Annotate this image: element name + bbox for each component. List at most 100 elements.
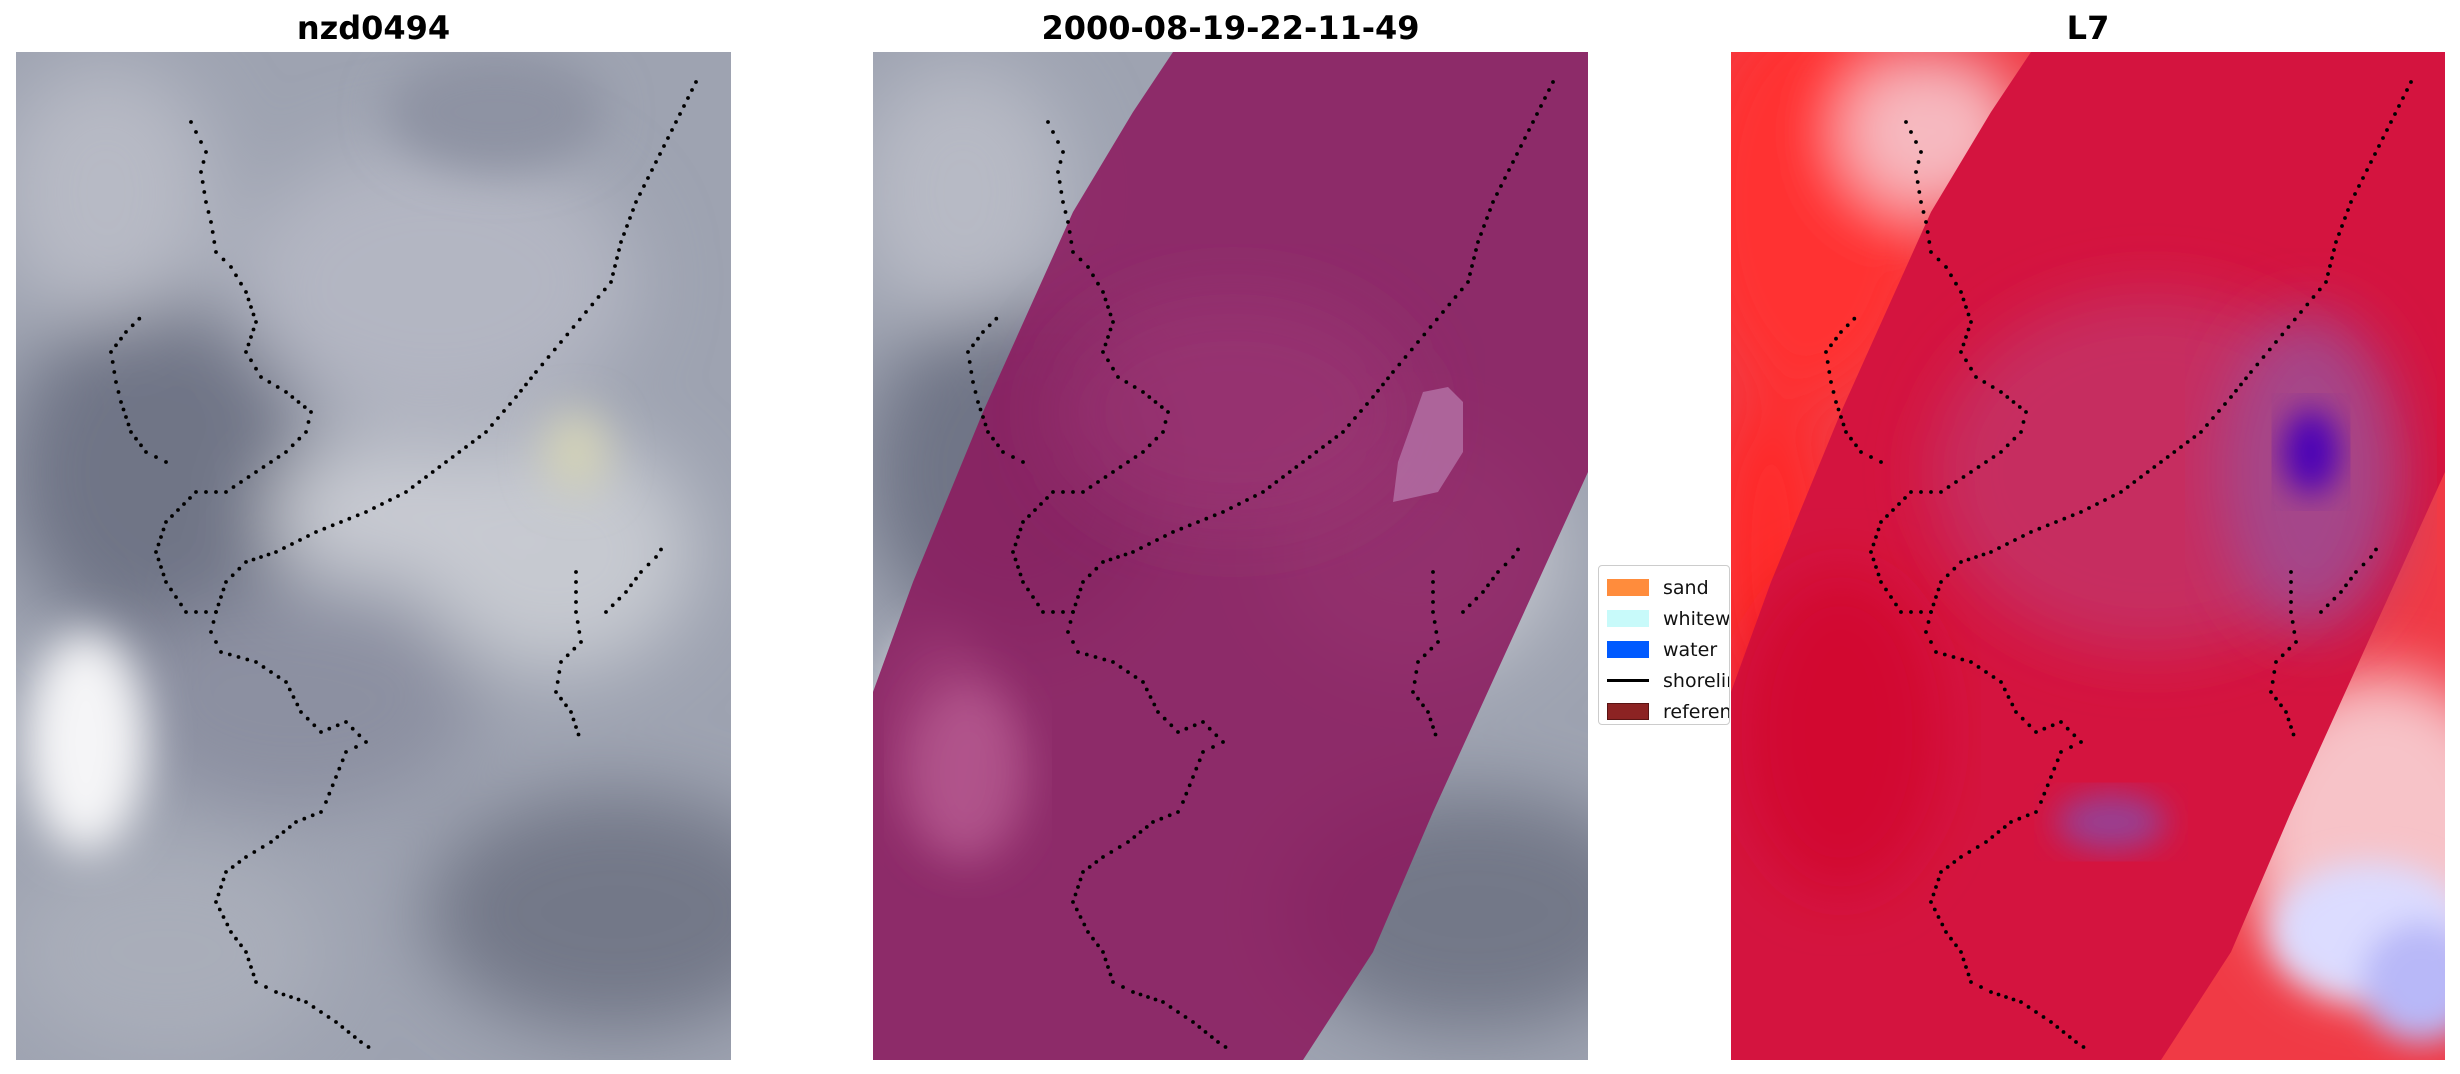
shoreline-dot <box>1991 675 1996 679</box>
shoreline-dot <box>1261 490 1265 494</box>
shoreline-dot <box>291 695 296 699</box>
shoreline-dot <box>2287 646 2292 651</box>
shoreline-dot <box>674 120 678 124</box>
shoreline-dot <box>2005 443 2010 448</box>
shoreline-dot <box>287 825 292 829</box>
shoreline-dot <box>1184 726 1189 731</box>
shoreline-dot <box>646 176 650 180</box>
shoreline-dot <box>2289 580 2293 584</box>
shoreline-dot <box>194 610 198 614</box>
shoreline-dot <box>1515 152 1519 156</box>
shoreline-dot <box>1381 382 1385 387</box>
shoreline-dot <box>682 104 686 108</box>
shoreline-dot <box>254 320 258 324</box>
shoreline-dot <box>571 717 576 722</box>
shoreline-dot <box>1087 573 1092 578</box>
shoreline-dot <box>1874 535 1878 539</box>
shoreline-dot <box>609 280 613 284</box>
shoreline-dot <box>214 640 218 644</box>
shoreline-dot <box>1106 305 1110 309</box>
shoreline-dot <box>1547 88 1551 92</box>
shoreline-dot <box>1245 498 1249 502</box>
shoreline-dot <box>654 160 658 164</box>
shoreline-dot <box>1051 130 1055 134</box>
shoreline-dot <box>204 150 208 154</box>
shoreline-dot <box>1431 610 1435 614</box>
shoreline-dot <box>211 620 216 624</box>
shoreline-dot <box>294 820 298 824</box>
heatmap-buffer-region <box>1731 52 2445 1060</box>
shoreline-dot <box>224 490 228 494</box>
shoreline-dot <box>1527 128 1531 132</box>
shoreline-dot <box>2328 264 2332 268</box>
shoreline-dot <box>1153 400 1158 404</box>
shoreline-dot <box>1223 1045 1228 1049</box>
shoreline-dot <box>1829 343 1833 348</box>
shoreline-dot <box>1081 870 1085 874</box>
legend-item-sand: sand <box>1599 572 1729 603</box>
shoreline-dot <box>201 160 206 164</box>
shoreline-dot <box>1431 600 1435 604</box>
shoreline-dot <box>1147 395 1152 399</box>
shoreline-dot <box>571 325 576 329</box>
shoreline-dot <box>971 343 975 348</box>
shoreline-dot <box>1511 555 1515 559</box>
shoreline-dot <box>344 750 348 754</box>
shoreline-dot <box>1991 455 1996 459</box>
shoreline-dot <box>1071 610 1075 614</box>
shoreline-dot <box>1486 583 1490 588</box>
shoreline-dot <box>617 248 621 252</box>
shoreline-dot <box>1945 573 1950 578</box>
shoreline-dot <box>276 675 281 679</box>
shoreline-dot <box>1474 596 1479 601</box>
shoreline-dot <box>259 555 263 559</box>
shoreline-dot <box>1422 653 1427 658</box>
shoreline-dot <box>290 542 294 546</box>
shoreline-dot <box>1076 885 1080 889</box>
shoreline-dot <box>2289 590 2293 594</box>
shoreline-dot <box>1237 502 1241 506</box>
shoreline-dot <box>1229 506 1233 510</box>
shoreline-dot <box>1033 508 1037 512</box>
shoreline-dot <box>236 655 241 659</box>
shoreline-dot <box>1021 520 1025 524</box>
shoreline-dot <box>559 340 563 344</box>
shoreline-dot <box>437 465 442 469</box>
shoreline-dot <box>604 610 608 614</box>
shoreline-dot <box>1101 855 1105 859</box>
shoreline-dot <box>1876 572 1881 577</box>
shoreline-dot <box>245 657 250 662</box>
shoreline-dot <box>281 992 286 997</box>
shoreline-dot <box>319 810 323 814</box>
shoreline-dot <box>324 800 328 804</box>
shoreline-dot <box>156 542 161 547</box>
shoreline-dot <box>1155 538 1159 542</box>
legend-label: sand <box>1663 576 1709 599</box>
shoreline-dot <box>610 603 615 608</box>
shoreline-dot <box>1470 264 1474 268</box>
shoreline-dot <box>1093 655 1098 659</box>
shoreline-dot <box>1934 595 1938 599</box>
shoreline-dot <box>1201 720 1205 724</box>
shoreline-dot <box>176 508 180 512</box>
shoreline-dot <box>214 900 218 904</box>
shoreline-dot <box>164 460 168 464</box>
shoreline-dot <box>276 455 281 459</box>
shoreline-dot <box>1021 460 1025 464</box>
shoreline-dot <box>1111 470 1115 474</box>
shoreline-dot <box>261 665 266 669</box>
shoreline-dot <box>1061 200 1065 204</box>
shoreline-dot <box>2152 465 2157 469</box>
shoreline-dot <box>1101 560 1105 564</box>
shoreline-dot <box>267 380 272 384</box>
shoreline-dot <box>2074 1040 2078 1044</box>
shoreline-dot <box>199 140 203 144</box>
shoreline-dot <box>1197 1025 1202 1029</box>
shoreline-dot <box>1535 112 1539 116</box>
shoreline-dot <box>2010 702 2015 707</box>
shoreline-dot <box>311 1005 316 1009</box>
shoreline-dot <box>1996 830 2001 834</box>
shoreline-dot <box>284 680 288 684</box>
shoreline-dot <box>973 390 978 394</box>
shoreline-dot <box>2244 376 2248 381</box>
